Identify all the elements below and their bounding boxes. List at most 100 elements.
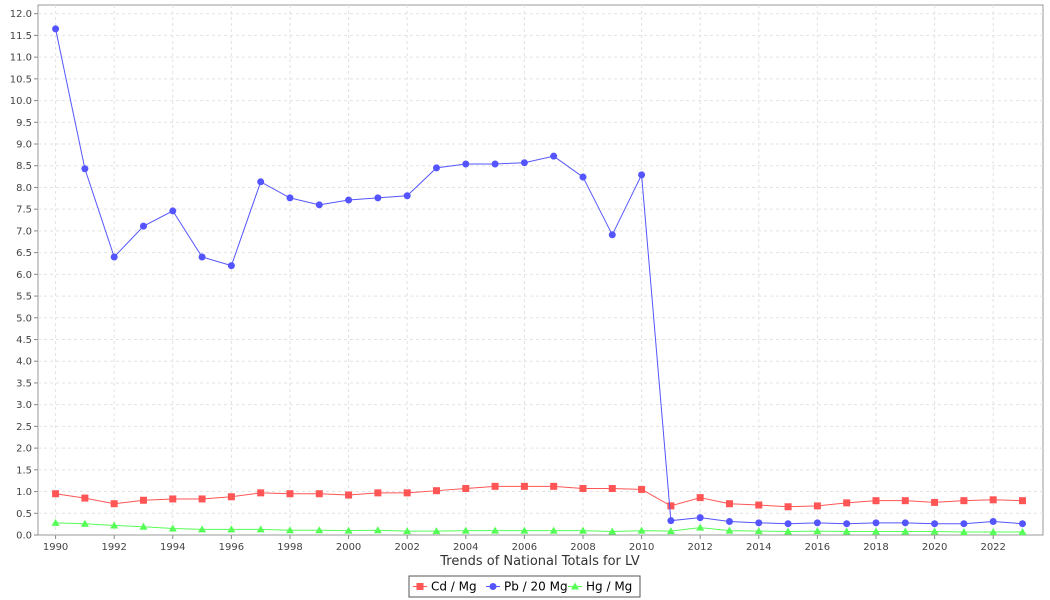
x-tick-label: 2000 <box>336 542 361 553</box>
data-point <box>579 173 587 181</box>
data-point <box>256 525 265 533</box>
data-point <box>286 194 294 202</box>
data-point <box>139 522 148 530</box>
y-tick-label: 8.5 <box>16 161 32 172</box>
data-point <box>169 495 177 503</box>
plot-area <box>37 4 1044 536</box>
data-point <box>608 527 617 535</box>
x-tick-label: 2008 <box>570 542 595 553</box>
data-point <box>403 489 411 497</box>
x-tick-label: 1998 <box>277 542 302 553</box>
data-point <box>842 527 851 535</box>
data-point <box>1018 497 1026 505</box>
data-point <box>725 518 733 526</box>
data-point <box>432 487 440 495</box>
data-point <box>872 497 880 505</box>
y-tick-label: 5.0 <box>16 313 32 324</box>
y-tick-label: 9.5 <box>16 118 32 129</box>
axes: 0.0 0.5 1.0 1.5 2.0 2.5 3.0 3.5 4.0 4.5 5.0 5.5 6.0 6… <box>10 9 1006 553</box>
y-tick-label: 2.5 <box>16 422 32 433</box>
data-point <box>725 500 733 508</box>
data-point <box>784 527 793 535</box>
data-point <box>462 160 470 168</box>
x-tick-label: 2014 <box>746 542 771 553</box>
data-point <box>110 253 118 261</box>
data-point <box>666 527 675 535</box>
data-point <box>696 523 705 531</box>
x-tick-label: 2020 <box>922 542 947 553</box>
circle-marker-icon <box>489 583 497 590</box>
data-point <box>374 489 382 497</box>
data-point <box>549 526 558 534</box>
y-tick-label: 10.0 <box>10 96 32 107</box>
data-point <box>344 526 353 534</box>
data-point <box>872 519 880 527</box>
data-point <box>959 527 968 535</box>
series-pb-20-mg <box>52 25 1026 528</box>
data-point <box>139 496 147 504</box>
data-point <box>110 500 118 508</box>
y-tick-label: 7.5 <box>16 205 32 216</box>
x-tick-label: 2022 <box>980 542 1005 553</box>
data-point <box>315 526 324 534</box>
data-point <box>550 482 558 490</box>
data-point <box>871 527 880 535</box>
data-point <box>403 527 412 535</box>
x-tick-label: 2004 <box>453 542 478 553</box>
data-point <box>345 491 353 499</box>
y-tick-label: 6.0 <box>16 270 32 281</box>
y-tick-label: 9.0 <box>16 140 32 151</box>
x-tick-label: 2010 <box>629 542 654 553</box>
data-point <box>520 159 528 167</box>
y-tick-label: 11.0 <box>10 53 32 64</box>
y-tick-label: 8.0 <box>16 183 32 194</box>
data-point <box>168 524 177 532</box>
data-point <box>169 207 177 215</box>
legend-label: Hg / Mg <box>586 580 632 594</box>
x-tick-label: 1996 <box>219 542 244 553</box>
data-point <box>608 231 616 239</box>
data-point <box>373 526 382 534</box>
legend-item: Hg / Mg <box>568 580 632 594</box>
data-point <box>901 519 909 527</box>
data-point <box>931 498 939 506</box>
x-tick-label: 1990 <box>43 542 68 553</box>
data-point <box>491 526 500 534</box>
x-tick-label: 2018 <box>863 542 888 553</box>
data-point <box>930 527 939 535</box>
y-tick-label: 0.5 <box>16 509 32 520</box>
y-tick-label: 1.0 <box>16 487 32 498</box>
data-point <box>227 525 236 533</box>
series-line <box>55 522 1023 533</box>
data-point <box>989 527 998 535</box>
y-tick-label: 10.5 <box>10 74 32 85</box>
data-point <box>315 201 323 209</box>
data-point <box>403 192 411 200</box>
data-point <box>51 518 60 526</box>
y-tick-label: 1.5 <box>16 465 32 476</box>
data-point <box>520 526 529 534</box>
data-point <box>667 502 675 510</box>
data-point <box>608 485 616 493</box>
data-point <box>637 526 646 534</box>
data-point <box>491 160 499 168</box>
data-point <box>80 519 89 527</box>
y-tick-label: 3.5 <box>16 378 32 389</box>
grid-lines <box>38 5 1043 535</box>
data-point <box>491 482 499 490</box>
series-layer <box>51 25 1027 535</box>
triangle-marker-icon <box>571 582 579 590</box>
y-tick-label: 4.0 <box>16 357 32 368</box>
data-point <box>285 526 294 534</box>
legend-box <box>408 575 641 598</box>
data-point <box>198 525 207 533</box>
data-point <box>667 517 675 525</box>
data-point <box>989 518 997 526</box>
data-point <box>578 526 587 534</box>
data-point <box>901 497 909 505</box>
x-tick-label: 1992 <box>101 542 126 553</box>
data-point <box>755 501 763 509</box>
data-point <box>520 482 528 490</box>
data-point <box>960 520 968 528</box>
